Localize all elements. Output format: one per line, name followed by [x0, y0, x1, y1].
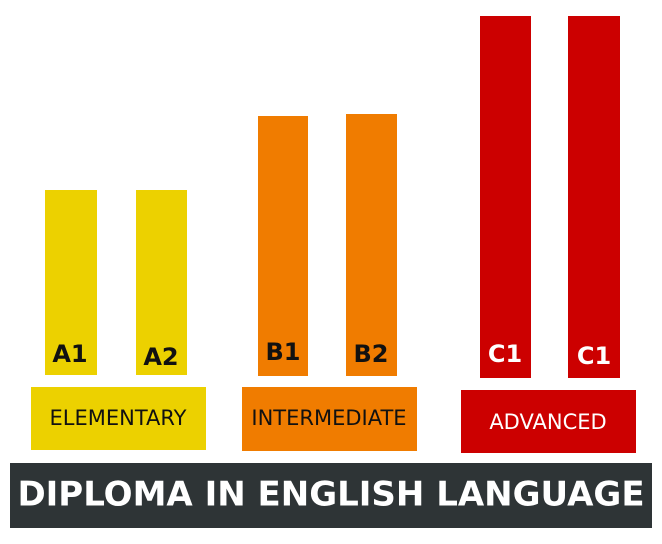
- level-bar: [480, 16, 531, 378]
- level-bar: [136, 190, 187, 375]
- level-label: A2: [143, 343, 178, 371]
- level-label: C1: [577, 342, 611, 370]
- level-label: A1: [52, 340, 87, 368]
- level-label: C1: [488, 340, 522, 368]
- level-bar: [568, 16, 620, 378]
- group-label: INTERMEDIATE: [251, 406, 406, 430]
- group-label: ADVANCED: [489, 410, 606, 434]
- level-label: B2: [354, 340, 389, 368]
- group-box: [242, 387, 417, 451]
- footer-band: [10, 463, 652, 528]
- level-label: B1: [266, 338, 301, 366]
- level-bar: [45, 190, 97, 375]
- group-box: [461, 390, 636, 453]
- footer-title: DIPLOMA IN ENGLISH LANGUAGE: [17, 475, 644, 515]
- level-bar: [346, 114, 397, 376]
- level-bar: [258, 116, 308, 376]
- group-label: ELEMENTARY: [50, 406, 187, 430]
- group-box: [31, 387, 206, 450]
